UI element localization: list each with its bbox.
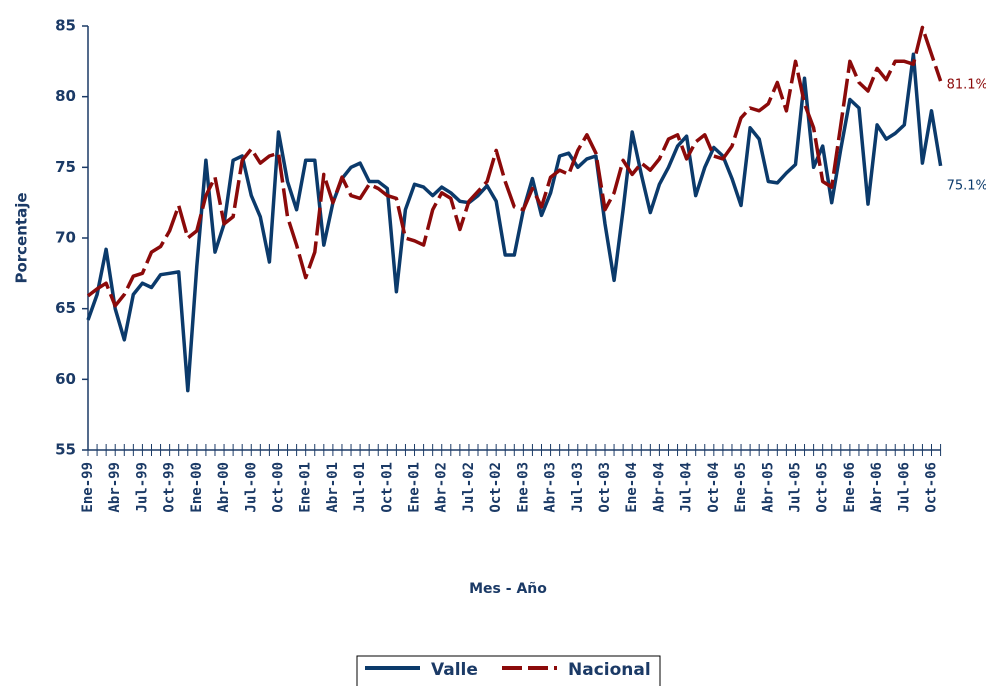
x-tick-label: Jul-03 <box>570 462 586 513</box>
x-tick-label: Jul-02 <box>461 462 477 513</box>
x-tick-label: Abr-06 <box>869 462 885 513</box>
x-axis-label: Mes - Año <box>469 581 547 597</box>
x-tick-label: Ene-99 <box>80 462 96 513</box>
x-tick-label: Ene-04 <box>624 462 640 513</box>
y-tick-label: 75 <box>55 158 76 176</box>
x-tick-label: Oct-04 <box>706 462 722 513</box>
x-tick-label: Oct-05 <box>815 462 831 513</box>
x-tick-label: Abr-05 <box>760 462 776 513</box>
y-axis-label: Porcentaje <box>13 192 31 283</box>
y-tick-label: 80 <box>55 87 76 105</box>
x-tick-label: Jul-04 <box>679 462 695 513</box>
x-tick-label: Abr-03 <box>543 462 559 513</box>
legend-label: Nacional <box>568 660 651 680</box>
x-tick-label: Abr-01 <box>325 462 341 513</box>
x-tick-label: Abr-00 <box>216 462 232 513</box>
y-tick-label: 60 <box>55 370 76 388</box>
y-tick-label: 55 <box>55 441 76 459</box>
x-tick-label: Abr-04 <box>651 462 667 513</box>
x-tick-label: Jul-06 <box>896 462 912 513</box>
x-tick-label: Ene-01 <box>298 462 314 513</box>
x-tick-label: Oct-01 <box>379 462 395 513</box>
x-tick-label: Ene-03 <box>515 462 531 513</box>
x-tick-label: Ene-06 <box>842 462 858 513</box>
x-tick-label: Ene-00 <box>189 462 205 513</box>
value-label: 81.1% <box>947 78 986 93</box>
line-series <box>86 25 943 308</box>
x-tick-label: Abr-02 <box>434 462 450 513</box>
x-tick-label: Oct-99 <box>162 462 178 513</box>
x-tick-label: Jul-01 <box>352 462 368 513</box>
x-tick-label: Oct-00 <box>270 462 286 513</box>
x-tick-label: Jul-05 <box>787 462 803 513</box>
legend-box <box>356 655 661 686</box>
legend: Valle Nacional <box>356 655 661 686</box>
x-tick-label: Oct-06 <box>924 462 940 513</box>
value-label: 75.1% <box>947 178 986 193</box>
x-tick-label: Jul-00 <box>243 462 259 513</box>
x-tick-label: Oct-03 <box>597 462 613 513</box>
x-tick-label: Ene-01 <box>407 462 423 513</box>
line-series <box>86 52 943 393</box>
y-tick-label: 65 <box>55 299 76 317</box>
y-tick-label: 85 <box>55 17 76 35</box>
x-tick-label: Oct-02 <box>488 462 504 513</box>
x-tick-label: Jul-99 <box>134 462 150 513</box>
y-tick-label: 70 <box>55 229 76 247</box>
legend-label: Valle <box>431 660 478 680</box>
x-tick-label: Ene-05 <box>733 462 749 513</box>
x-tick-label: Abr-99 <box>107 462 123 513</box>
